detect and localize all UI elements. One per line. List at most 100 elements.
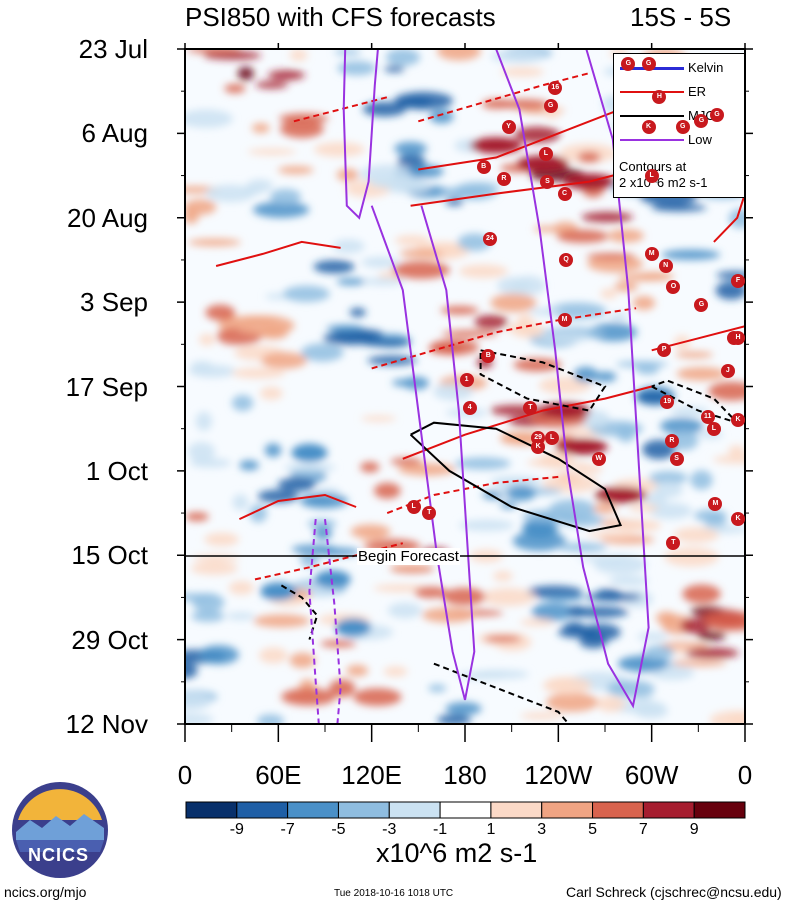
anomaly-patch	[595, 588, 622, 599]
anomaly-patch	[556, 542, 608, 552]
anomaly-patch	[252, 201, 310, 218]
anomaly-patch	[577, 151, 601, 163]
anomaly-patch	[506, 485, 536, 501]
anomaly-patch	[644, 492, 667, 507]
anomaly-patch	[458, 264, 508, 279]
anomaly-patch	[531, 602, 575, 621]
legend-line-mjo	[620, 115, 684, 117]
storm-marker: S	[669, 451, 684, 466]
low-contour	[370, 205, 476, 701]
anomaly-patch	[564, 621, 585, 633]
anomaly-core-negative	[260, 582, 297, 601]
anomaly-patch	[277, 477, 316, 492]
anomaly-patch	[188, 238, 241, 247]
anomaly-patch	[329, 679, 356, 698]
anomaly-patch	[253, 614, 310, 628]
anomaly-patch	[185, 512, 209, 522]
er-contour	[402, 385, 652, 460]
legend-note-line2: 2 x10^6 m2 s-1	[619, 175, 708, 190]
anomaly-patch	[474, 314, 509, 329]
x-tick-label: 0	[177, 760, 193, 790]
anomaly-patch	[520, 712, 564, 720]
anomaly-patch	[346, 664, 369, 677]
y-tick-label: 1 Oct	[85, 455, 148, 486]
x-tick-label: 0	[737, 760, 753, 790]
anomaly-patch	[192, 593, 225, 612]
anomaly-patch	[697, 631, 726, 641]
anomaly-patch	[682, 584, 721, 604]
anomaly-patch	[573, 366, 599, 383]
x-tick-label: 180	[443, 760, 487, 790]
storm-marker: G	[641, 57, 656, 72]
storm-marker: F	[731, 274, 745, 289]
anomaly-patch	[519, 618, 554, 627]
anomaly-patch	[528, 307, 563, 316]
anomaly-patch	[261, 352, 308, 369]
anomaly-core-positive	[555, 438, 608, 455]
y-tick-label: 15 Oct	[71, 540, 148, 571]
storm-marker: 4	[462, 400, 477, 415]
anomaly-patch	[664, 547, 719, 567]
legend-line-er	[620, 91, 684, 93]
anomaly-patch	[394, 235, 430, 246]
anomaly-core-positive	[470, 137, 523, 154]
anomaly-patch	[353, 688, 402, 706]
anomaly-patch	[361, 277, 406, 286]
anomaly-patch	[313, 260, 355, 274]
anomaly-core-negative	[335, 618, 371, 637]
storm-marker: S	[540, 174, 555, 189]
anomaly-patch	[336, 278, 366, 286]
anomaly-patch	[361, 256, 400, 268]
x-tick-label: 60E	[255, 760, 302, 790]
anomaly-patch	[442, 587, 486, 606]
anomaly-patch	[727, 712, 745, 724]
legend-label-er: ER	[688, 84, 707, 99]
anomaly-patch	[284, 462, 336, 473]
anomaly-patch	[205, 184, 256, 203]
anomaly-patch	[349, 307, 366, 318]
anomaly-patch	[383, 666, 408, 677]
anomaly-patch	[185, 713, 214, 724]
anomaly-patch	[226, 612, 256, 621]
anomaly-patch	[185, 109, 233, 128]
x-tick-label: 60W	[624, 760, 679, 790]
mjo-contour	[479, 349, 607, 412]
colorbar-tick-label: -5	[331, 821, 346, 838]
anomaly-patch	[289, 471, 325, 478]
anomaly-patch	[594, 371, 617, 383]
anomaly-patch	[394, 141, 427, 156]
anomaly-patch	[360, 461, 380, 473]
anomaly-patch	[204, 532, 240, 547]
storm-marker: Y	[501, 120, 516, 135]
anomaly-patch	[278, 165, 314, 175]
storm-marker: T	[422, 506, 437, 521]
anomaly-patch	[402, 376, 430, 390]
storm-marker: N	[658, 258, 673, 273]
anomaly-patch	[577, 555, 632, 562]
anomaly-patch	[255, 81, 288, 89]
anomaly-patch	[247, 148, 297, 156]
anomaly-patch	[587, 255, 644, 273]
anomaly-patch	[199, 333, 216, 346]
footer-url: ncics.org/mjo	[4, 884, 87, 900]
storm-marker: P	[657, 343, 672, 358]
anomaly-patch	[187, 49, 242, 54]
footer-timestamp: Tue 2018-10-16 1018 UTC	[334, 888, 454, 899]
anomaly-patch	[609, 312, 628, 322]
anomaly-patch	[373, 584, 429, 593]
colorbar-tick-label: -9	[229, 821, 244, 838]
legend-note-line1: Contours at	[619, 159, 687, 174]
anomaly-patch	[369, 177, 429, 189]
y-tick-label: 20 Aug	[67, 202, 148, 233]
anomaly-core-negative	[291, 443, 328, 462]
anomaly-patch	[279, 119, 324, 138]
anomaly-patch	[326, 324, 364, 333]
colorbar-swatch	[541, 801, 594, 819]
anomaly-patch	[264, 443, 282, 458]
anomaly-patch	[360, 415, 397, 422]
anomaly-patch	[428, 343, 464, 355]
anomaly-patch	[228, 580, 254, 595]
colorbar-swatch	[592, 801, 644, 819]
chart-region: 15S - 5S	[630, 2, 732, 32]
anomaly-patch	[492, 570, 513, 582]
